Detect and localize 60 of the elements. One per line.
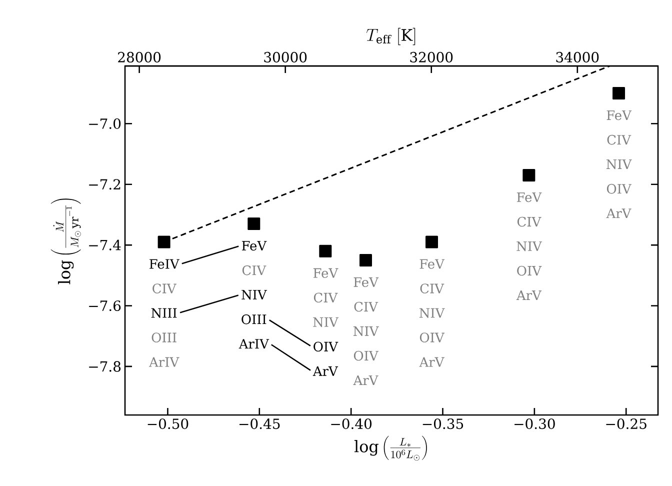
annotation: OIV <box>354 350 378 361</box>
x-tick-label: −0.50 <box>148 418 188 430</box>
y-tick-label: −7.4 <box>89 240 121 250</box>
annotation: NIV <box>419 308 445 318</box>
annotation: FeIV <box>150 259 180 269</box>
annotation: FeV <box>517 192 542 202</box>
annotation: OIII <box>242 314 266 324</box>
annotation: NIV <box>516 241 542 252</box>
point <box>248 218 260 230</box>
x2-axis-title: $T_{\mathrm{eff}}\ \mathrm{[K]}$ <box>366 28 416 46</box>
point <box>612 87 626 100</box>
annotation: ArV <box>606 208 632 218</box>
annotation: CIV <box>354 302 378 312</box>
annotation: CIV <box>517 216 542 227</box>
x-tick-label: −0.30 <box>514 418 555 430</box>
annotation: NIV <box>313 317 338 327</box>
x-tick-label: −0.35 <box>422 418 464 430</box>
point <box>522 169 536 182</box>
x-axis-title: $\log\left(\frac{L_*}{10^6 L_\odot}\right)$ <box>354 436 427 461</box>
annotation: ArV <box>419 357 444 367</box>
point <box>359 254 372 266</box>
annotation: OIII <box>152 332 176 342</box>
y-tick-label: −7.8 <box>89 361 121 372</box>
annotation: OIV <box>606 184 632 194</box>
x2-tick-label: 28000 <box>118 52 161 62</box>
annotation: NIII <box>151 308 177 318</box>
y-tick-label: −7.2 <box>89 179 120 190</box>
annotation: FeV <box>606 110 632 120</box>
annotation: OIV <box>314 342 338 352</box>
x-tick-label: −0.40 <box>331 418 372 430</box>
annotation: CIV <box>242 265 266 276</box>
annotation: NIV <box>242 290 267 300</box>
y-axis-title: $\log\left(\frac{\dot{M}}{M_\odot\,\mathrm{yr}^{-1}}\right)$ <box>50 198 81 284</box>
annotation: ArIV <box>148 357 180 367</box>
annotation: FeV <box>313 268 338 278</box>
x-tick-label: −0.25 <box>606 418 646 430</box>
x2-tick-label: 32000 <box>410 52 453 62</box>
annotation: FeV <box>420 259 445 269</box>
annotation: FeV <box>242 241 267 251</box>
point <box>158 236 170 248</box>
annotation: OIV <box>517 266 542 276</box>
annotation: ArIV <box>238 339 270 349</box>
point <box>426 236 438 248</box>
y-tick-label: −7.6 <box>89 300 121 312</box>
annotation: FeV <box>354 277 379 288</box>
x2-tick-label: 34000 <box>556 52 599 62</box>
annotation: ArV <box>312 366 338 376</box>
y-tick-label: −7.0 <box>89 118 121 129</box>
annotation: ArV <box>516 290 542 300</box>
annotation: CIV <box>152 284 176 294</box>
x2-tick-label: 30000 <box>264 52 307 62</box>
x-tick-label: −0.45 <box>240 418 280 430</box>
point <box>319 244 332 258</box>
annotation: CIV <box>420 284 444 294</box>
annotation: NIV <box>353 326 379 336</box>
annotation: CIV <box>607 134 632 145</box>
annotation: OIV <box>420 332 444 342</box>
annotation: ArV <box>353 376 378 385</box>
annotation: CIV <box>314 292 338 303</box>
annotation: NIV <box>606 160 632 170</box>
